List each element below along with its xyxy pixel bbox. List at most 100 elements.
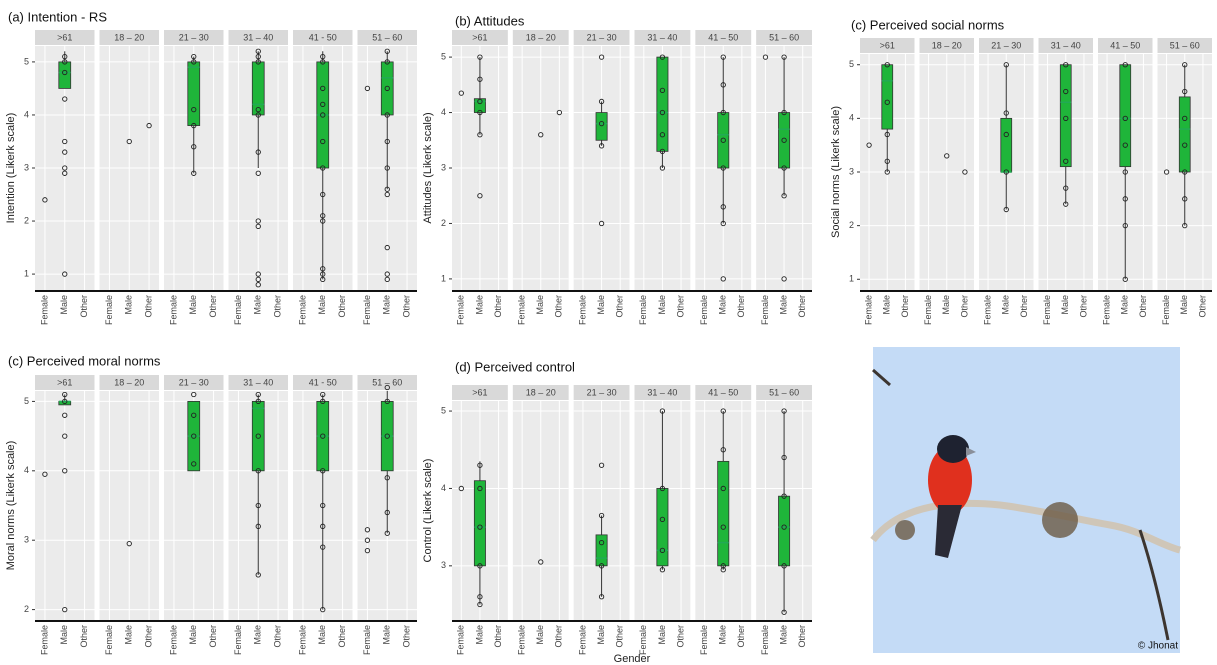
x-tick-label: Male — [535, 625, 545, 645]
y-axis-label: Attitudes (Likerk scale) — [422, 112, 434, 223]
chart: (b) AttitudesAttitudes (Likerk scale)123… — [422, 13, 812, 325]
photo-sky — [873, 347, 1180, 653]
y-tick-label: 5 — [849, 59, 854, 69]
x-tick-label: Female — [638, 295, 648, 325]
facet-label: 31 – 40 — [243, 377, 273, 387]
y-axis-label: Moral norms (Likerk scale) — [5, 441, 17, 571]
x-tick-label: Other — [797, 295, 807, 318]
box — [596, 113, 607, 141]
x-tick-label: Other — [272, 295, 282, 318]
x-tick-label: Male — [718, 295, 728, 315]
box — [718, 113, 729, 168]
x-tick-label: Other — [401, 625, 411, 648]
facet-label: >61 — [880, 40, 895, 50]
x-tick-label: Female — [517, 295, 527, 325]
x-tick-label: Other — [79, 625, 89, 648]
x-tick-label: Female — [577, 295, 587, 325]
x-tick-label: Male — [382, 295, 392, 315]
box — [596, 535, 607, 566]
x-tick-label: Female — [39, 625, 49, 655]
x-tick-label: Other — [143, 625, 153, 648]
y-tick-label: 2 — [441, 218, 446, 228]
x-tick-label: Other — [1197, 295, 1207, 318]
x-tick-label: Female — [760, 625, 770, 655]
facet-label: 51 – 60 — [372, 32, 402, 42]
x-tick-label: Other — [554, 295, 564, 318]
facet-label: 41 - 50 — [309, 377, 337, 387]
y-axis-label: Social norms (Likerk scale) — [830, 106, 842, 238]
x-tick-label: Other — [554, 625, 564, 648]
facet-label: 18 – 20 — [526, 387, 556, 397]
y-tick-label: 4 — [24, 109, 29, 119]
x-tick-label: Male — [657, 295, 667, 315]
x-tick-label: Male — [474, 295, 484, 315]
x-tick-label: Female — [104, 295, 114, 325]
box — [657, 488, 668, 565]
x-tick-label: Male — [535, 295, 545, 315]
x-tick-label: Other — [1138, 295, 1148, 318]
y-tick-label: 2 — [849, 220, 854, 230]
facet-label: 21 – 30 — [587, 387, 617, 397]
x-tick-label: Other — [401, 295, 411, 318]
y-tick-label: 2 — [24, 215, 29, 225]
facet-label: 31 – 40 — [1051, 40, 1081, 50]
box — [474, 481, 485, 566]
bird-head — [937, 435, 969, 463]
x-tick-label: Female — [362, 625, 372, 655]
box — [188, 62, 200, 126]
y-tick-label: 4 — [849, 113, 854, 123]
x-tick-label: Female — [1161, 295, 1171, 325]
y-tick-label: 3 — [24, 535, 29, 545]
x-tick-label: Female — [233, 295, 243, 325]
facet-label: 21 – 30 — [587, 32, 617, 42]
y-tick-label: 5 — [441, 405, 446, 415]
box — [59, 62, 71, 89]
facet-label: 18 – 20 — [526, 32, 556, 42]
x-tick-label: Female — [297, 295, 307, 325]
x-tick-label: Female — [297, 625, 307, 655]
figure: (a) Intention - RSIntention (Likerk scal… — [0, 0, 1217, 665]
thistle — [895, 520, 915, 540]
facet-label: 18 – 20 — [932, 40, 962, 50]
chart-title: (c) Perceived moral norms — [8, 353, 161, 368]
x-tick-label: Other — [900, 295, 910, 318]
x-tick-label: Male — [474, 625, 484, 645]
x-tick-label: Other — [959, 295, 969, 318]
x-tick-label: Female — [104, 625, 114, 655]
facet-label: >61 — [57, 32, 72, 42]
x-tick-label: Other — [79, 295, 89, 318]
x-tick-label: Male — [596, 625, 606, 645]
x-tick-label: Male — [1060, 295, 1070, 315]
facet-label: 31 – 40 — [243, 32, 273, 42]
box — [381, 62, 393, 115]
facet-label: >61 — [57, 377, 72, 387]
x-tick-label: Male — [317, 625, 327, 645]
x-tick-label: Male — [718, 625, 728, 645]
facet-label: 51 – 60 — [1170, 40, 1200, 50]
x-tick-label: Female — [1042, 295, 1052, 325]
x-tick-label: Other — [615, 295, 625, 318]
facet-label: 21 – 30 — [179, 377, 209, 387]
x-tick-label: Other — [337, 295, 347, 318]
x-tick-label: Male — [59, 625, 69, 645]
box — [779, 113, 790, 168]
y-tick-label: 3 — [441, 560, 446, 570]
y-tick-label: 1 — [849, 274, 854, 284]
x-tick-label: Male — [1120, 295, 1130, 315]
x-tick-label: Other — [615, 625, 625, 648]
x-tick-label: Female — [168, 625, 178, 655]
x-tick-label: Other — [272, 625, 282, 648]
x-tick-label: Male — [188, 295, 198, 315]
x-tick-label: Female — [233, 625, 243, 655]
y-axis-label: Control (Likerk scale) — [422, 459, 434, 563]
x-tick-label: Female — [39, 295, 49, 325]
x-tick-label: Male — [1001, 295, 1011, 315]
chart: (c) Perceived moral norms Moral norms (Li… — [5, 353, 417, 655]
x-tick-label: Female — [982, 295, 992, 325]
chart: (a) Intention - RSIntention (Likerk scal… — [5, 9, 417, 325]
thistle — [1042, 502, 1078, 538]
box — [252, 62, 264, 115]
x-tick-label: Other — [675, 625, 685, 648]
y-tick-label: 1 — [441, 273, 446, 283]
x-tick-label: Male — [882, 295, 892, 315]
